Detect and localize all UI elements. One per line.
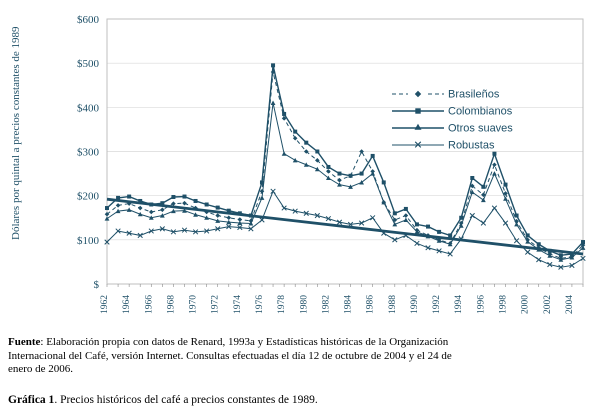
svg-text:1974: 1974: [233, 295, 243, 314]
svg-text:1972: 1972: [211, 295, 221, 314]
svg-text:1986: 1986: [366, 295, 376, 314]
svg-text:1976: 1976: [255, 295, 265, 314]
svg-text:1964: 1964: [122, 295, 132, 314]
svg-text:Brasileños: Brasileños: [448, 89, 500, 101]
svg-text:2002: 2002: [543, 295, 553, 314]
svg-text:Otros suaves: Otros suaves: [448, 123, 513, 135]
svg-text:1988: 1988: [388, 295, 398, 314]
svg-text:$300: $300: [77, 147, 100, 159]
svg-text:$: $: [94, 279, 100, 291]
svg-text:2000: 2000: [521, 295, 531, 314]
svg-text:1970: 1970: [189, 295, 199, 314]
svg-text:1990: 1990: [410, 295, 420, 314]
svg-text:$100: $100: [77, 235, 100, 247]
svg-text:Colombianos: Colombianos: [448, 106, 513, 118]
svg-text:1996: 1996: [476, 295, 486, 314]
svg-text:$600: $600: [77, 14, 100, 26]
svg-text:$200: $200: [77, 191, 100, 203]
svg-text:$400: $400: [77, 102, 100, 114]
svg-text:1966: 1966: [144, 295, 154, 314]
svg-text:$500: $500: [77, 58, 100, 70]
svg-text:1968: 1968: [166, 295, 176, 314]
svg-text:1992: 1992: [432, 295, 442, 314]
svg-text:1962: 1962: [100, 295, 110, 314]
svg-text:Robustas: Robustas: [448, 140, 495, 152]
svg-text:1978: 1978: [277, 295, 287, 314]
svg-text:2004: 2004: [565, 295, 575, 314]
svg-text:1982: 1982: [321, 295, 331, 314]
svg-text:1998: 1998: [499, 295, 509, 314]
svg-text:1984: 1984: [344, 295, 354, 314]
svg-text:1994: 1994: [454, 295, 464, 314]
svg-text:1980: 1980: [299, 295, 309, 314]
